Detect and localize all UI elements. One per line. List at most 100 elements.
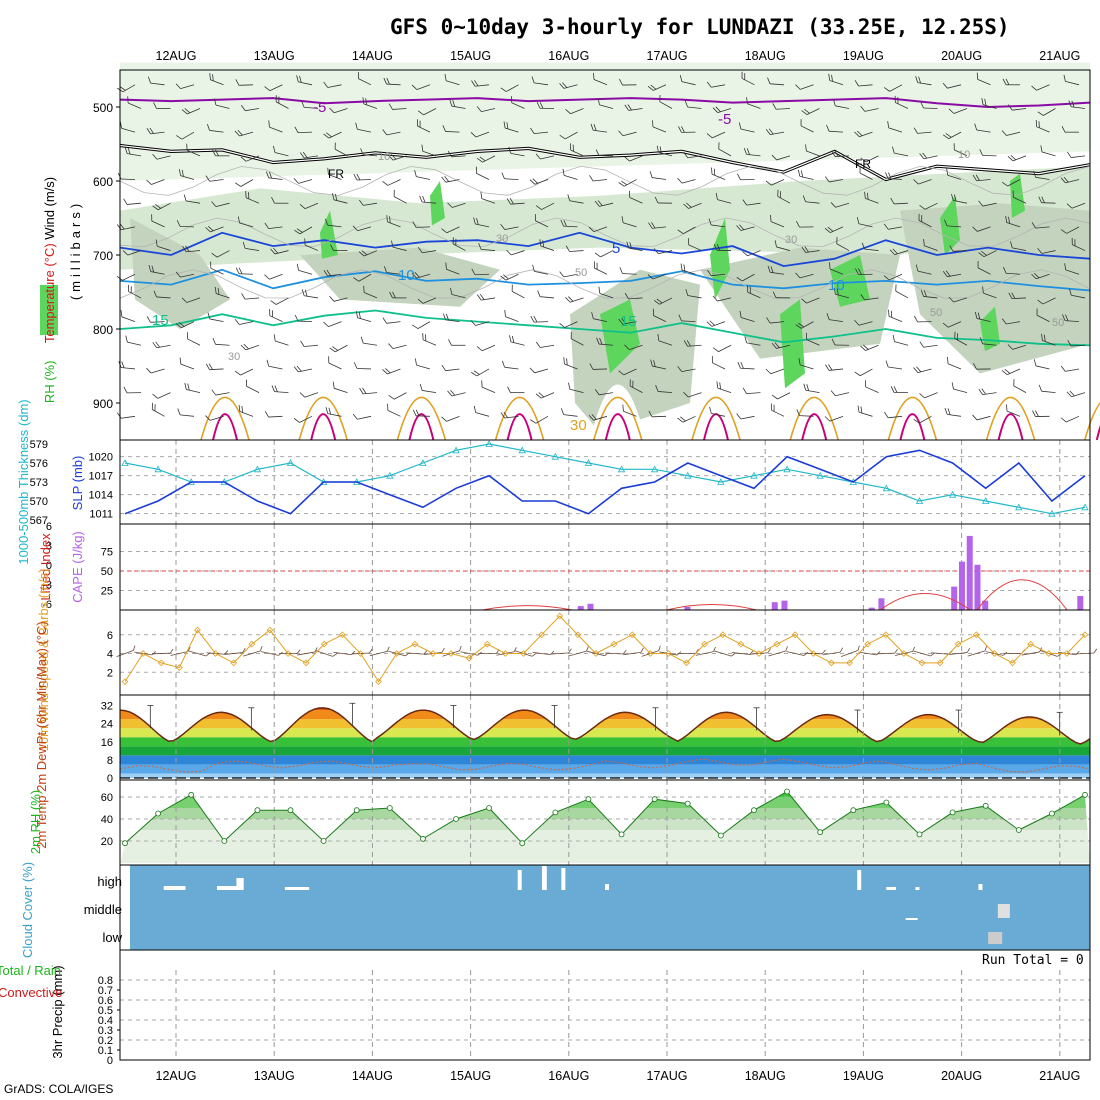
barb-shaft xyxy=(187,338,201,346)
barb-shaft xyxy=(623,410,637,417)
barb-feather xyxy=(479,293,485,300)
cloud-level-label: high xyxy=(97,874,122,889)
barb-feather xyxy=(1037,111,1044,116)
barb-feather xyxy=(686,202,692,208)
barb-feather xyxy=(913,418,920,424)
barb-feather xyxy=(205,363,210,370)
wind-barb xyxy=(265,171,283,180)
date-label-top: 13AUG xyxy=(254,49,295,63)
label-minus5: -5 xyxy=(313,99,326,116)
barb-feather xyxy=(795,84,801,90)
li-hump xyxy=(976,579,1068,611)
barb-feather xyxy=(706,81,712,88)
barb-shaft xyxy=(510,202,525,205)
surface-barb xyxy=(786,651,809,656)
barb-feather xyxy=(389,216,391,223)
barb-feather xyxy=(1066,391,1072,398)
barb-feather xyxy=(972,174,977,181)
barb-feather xyxy=(532,264,535,272)
barb-feather xyxy=(1067,339,1072,347)
wind-barb xyxy=(795,321,814,329)
barb-feather xyxy=(888,172,892,179)
barb-shaft xyxy=(564,321,578,328)
wind-barb xyxy=(824,415,844,422)
barb-feather xyxy=(895,284,897,292)
barb-feather xyxy=(264,274,270,280)
wind-barb xyxy=(885,360,903,370)
barb-feather xyxy=(568,382,571,390)
barb-feather xyxy=(153,102,157,109)
wind-barb xyxy=(648,410,667,418)
barb-feather xyxy=(535,393,542,399)
wind-barb xyxy=(629,379,643,393)
cloud-level-label: low xyxy=(102,930,122,945)
barb-shaft xyxy=(157,202,171,211)
cape-bar xyxy=(958,561,965,610)
barb-shaft xyxy=(534,131,549,135)
barb-feather xyxy=(175,83,181,89)
temp-ytick: 16 xyxy=(101,737,113,749)
barb-feather xyxy=(854,131,860,138)
cape-bar xyxy=(684,606,691,610)
surface-barb-feather xyxy=(133,645,136,651)
barb-feather xyxy=(736,276,743,282)
wind-barb xyxy=(979,337,997,346)
barb-shaft xyxy=(475,84,490,87)
wind-barb xyxy=(718,142,732,157)
wind-barb xyxy=(656,145,673,157)
barb-feather xyxy=(1063,176,1069,183)
barb-feather xyxy=(737,173,741,180)
upper-legend-rh: RH (%) xyxy=(42,361,57,404)
barb-shaft xyxy=(569,200,584,204)
barb-feather xyxy=(323,133,330,139)
barb-shaft xyxy=(481,248,496,251)
barb-feather xyxy=(178,168,181,176)
barb-feather xyxy=(503,411,508,418)
barb-feather xyxy=(743,147,747,155)
wind-barb xyxy=(951,193,968,204)
wind-barb xyxy=(954,331,968,346)
barb-feather xyxy=(655,385,659,392)
upper-ytick: 600 xyxy=(93,175,113,189)
wind-barb xyxy=(445,262,460,275)
barb-shaft xyxy=(327,224,342,228)
surface-barb-feather xyxy=(423,650,428,655)
barb-feather xyxy=(178,322,185,327)
barb-shaft xyxy=(741,78,755,86)
surface-barb-shaft xyxy=(605,652,624,655)
barb-shaft xyxy=(805,250,820,253)
barb-feather xyxy=(365,98,367,105)
barb-feather xyxy=(245,191,247,198)
barb-feather xyxy=(214,98,217,106)
barb-shaft xyxy=(983,292,997,299)
wind-barb xyxy=(918,213,932,228)
barb-feather xyxy=(187,332,188,339)
barb-feather xyxy=(234,370,241,376)
barb-shaft xyxy=(800,84,814,90)
barb-shaft xyxy=(687,295,702,299)
barb-feather xyxy=(647,85,654,91)
wind-barb xyxy=(589,363,608,370)
wind-barb xyxy=(830,390,850,397)
barb-shaft xyxy=(742,273,755,282)
barb-feather xyxy=(591,414,597,420)
barb-feather xyxy=(352,225,358,232)
wind-barb xyxy=(334,142,348,157)
barb-feather xyxy=(978,252,985,258)
barb-shaft xyxy=(599,104,614,109)
barb-shaft xyxy=(422,297,437,304)
barb-feather xyxy=(269,308,271,316)
slp-ytick: 1011 xyxy=(89,509,113,521)
surface-barb-shaft xyxy=(532,652,551,655)
barb-feather xyxy=(529,179,536,185)
barb-feather xyxy=(652,308,654,316)
barb-shaft xyxy=(363,103,378,109)
wind-barb xyxy=(146,316,165,323)
barb-feather xyxy=(942,134,949,140)
temp-band xyxy=(120,755,1090,765)
barb-feather xyxy=(296,263,299,271)
isotherm-25 xyxy=(310,413,337,441)
barb-feather xyxy=(746,148,750,155)
wind-barb xyxy=(747,285,761,299)
barb-shaft xyxy=(157,392,171,399)
